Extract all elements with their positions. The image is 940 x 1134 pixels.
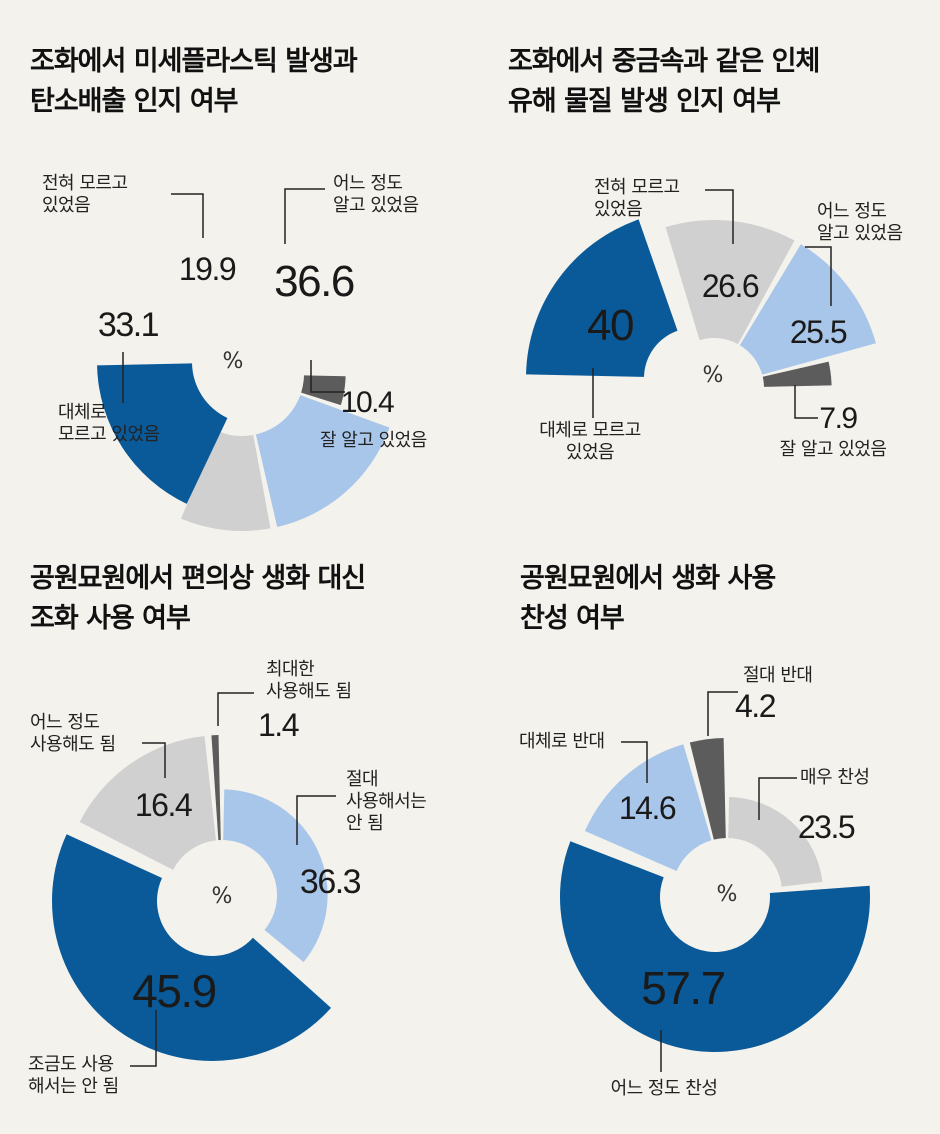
slice-2: [665, 220, 795, 345]
slice-1: [526, 219, 678, 377]
slice-3: [79, 735, 216, 870]
unit-label: %: [223, 349, 244, 374]
leader-line: [794, 385, 818, 419]
leader-line: [805, 246, 832, 306]
unit-label: %: [703, 363, 724, 388]
slice-value-label: 1.4: [258, 707, 299, 743]
slice-3: [584, 744, 712, 872]
leader-line: [705, 189, 734, 244]
slice-1: [301, 375, 346, 406]
chart-title-line: 탄소배출 인지 여부: [30, 86, 238, 117]
slice-category-label: 대체로: [58, 402, 106, 423]
slice-category-label: 알고 있었음: [817, 223, 903, 244]
unit-label: %: [212, 884, 233, 909]
slice-value-label: 25.5: [790, 314, 847, 350]
leader-line: [217, 692, 254, 726]
slice-category-label: 절대 반대: [743, 665, 812, 686]
slice-4: [762, 361, 832, 387]
slice-value-label: 36.6: [274, 257, 354, 306]
slice-2: [559, 841, 870, 1052]
chart-title-line: 유해 물질 발생 인지 여부: [508, 86, 780, 117]
slice-value-label: 7.9: [819, 402, 857, 435]
slice-category-label: 전혀 모르고: [594, 177, 680, 198]
slice-value-label: 4.2: [735, 688, 776, 724]
slice-3: [180, 431, 271, 532]
slice-category-label: 어느 정도: [30, 712, 99, 733]
donut-chart-2: [526, 189, 876, 419]
slice-category-label: 있었음: [566, 442, 614, 463]
leader-line: [130, 1010, 157, 1067]
slice-value-label: 45.9: [132, 965, 216, 1017]
slice-value-label: 36.3: [300, 863, 361, 901]
slice-category-label: 매우 찬성: [800, 767, 869, 788]
slice-value-label: 57.7: [641, 962, 725, 1014]
slice-category-label: 있었음: [594, 199, 642, 220]
slice-category-label: 사용해도 됨: [266, 681, 352, 702]
chart-title-line: 조화에서 중금속과 같은 인체: [508, 46, 819, 77]
slice-value-label: 16.4: [135, 787, 192, 823]
slice-value-label: 14.6: [619, 790, 676, 826]
slice-category-label: 어느 정도: [333, 173, 402, 194]
slice-value-label: 26.6: [702, 268, 759, 304]
slice-category-label: 잘 알고 있었음: [320, 430, 427, 451]
slice-value-label: 10.4: [341, 386, 394, 419]
chart-title-line: 공원묘원에서 생화 사용: [520, 563, 775, 594]
slice-value-label: 19.9: [179, 251, 236, 287]
slice-value-label: 40: [587, 301, 633, 350]
chart-title-line: 조화에서 미세플라스틱 발생과: [30, 46, 358, 77]
leader-line: [707, 691, 738, 736]
leader-line: [296, 795, 336, 845]
slice-category-label: 있었음: [42, 195, 90, 216]
slice-4: [211, 735, 221, 841]
slice-category-label: 안 됨: [346, 813, 383, 834]
slice-2: [255, 395, 390, 528]
leader-line: [758, 777, 797, 820]
unit-label: %: [717, 882, 738, 907]
slice-category-label: 사용해도 됨: [30, 734, 116, 755]
slice-category-label: 모르고 있었음: [58, 424, 160, 445]
donut-chart-3: [52, 692, 336, 1067]
slice-category-label: 어느 정도 찬성: [611, 1078, 718, 1099]
leader-line: [310, 360, 345, 393]
slice-category-label: 최대한: [266, 659, 314, 680]
slice-3: [739, 244, 876, 375]
slice-value-label: 33.1: [98, 306, 159, 344]
slice-category-label: 해서는 안 됨: [28, 1076, 119, 1097]
slice-1: [728, 796, 823, 887]
donut-chart-4: [559, 691, 870, 1072]
slice-4: [97, 363, 228, 504]
slice-category-label: 알고 있었음: [333, 195, 419, 216]
slice-category-label: 대체로 모르고: [539, 420, 641, 441]
chart-title-line: 조화 사용 여부: [30, 603, 190, 634]
donut-chart-1: [97, 188, 390, 532]
leader-line: [284, 188, 325, 244]
chart-title-line: 공원묘원에서 편의상 생화 대신: [30, 563, 365, 594]
slice-category-label: 사용해서는: [346, 791, 426, 812]
slice-value-label: 23.5: [798, 809, 855, 845]
slice-category-label: 어느 정도: [817, 201, 886, 222]
slice-2: [52, 834, 332, 1061]
slice-category-label: 절대: [346, 769, 378, 790]
slice-category-label: 잘 알고 있었음: [780, 439, 887, 460]
slice-4: [689, 738, 726, 840]
slice-category-label: 조금도 사용: [28, 1054, 114, 1075]
leader-line: [621, 741, 648, 783]
chart-title-line: 찬성 여부: [520, 603, 624, 634]
slice-1: [223, 789, 328, 963]
slice-category-label: 전혀 모르고: [42, 173, 128, 194]
slice-category-label: 대체로 반대: [519, 731, 605, 752]
leader-line: [142, 742, 166, 778]
leader-line: [171, 193, 204, 238]
